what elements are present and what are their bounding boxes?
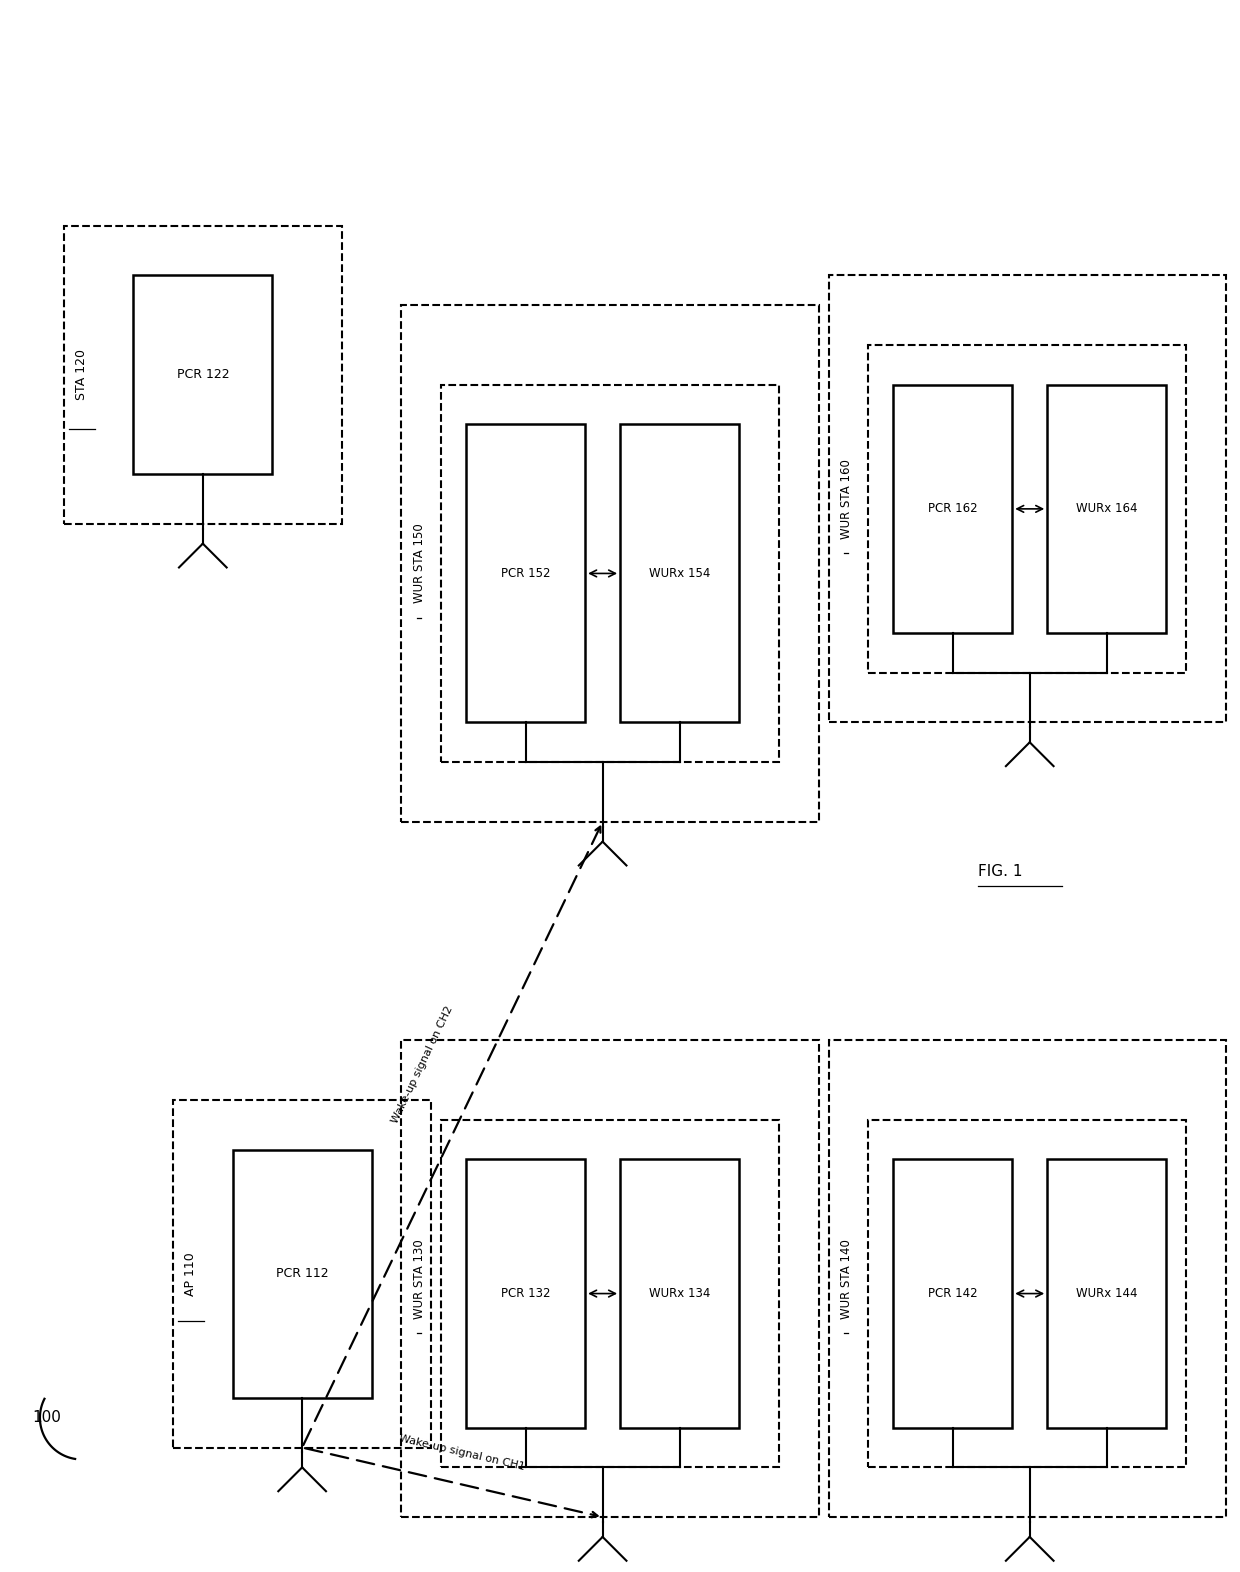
Bar	[466, 1160, 585, 1427]
Bar	[893, 1160, 1012, 1427]
Text: PCR 132: PCR 132	[501, 1287, 551, 1300]
Text: Wake-up signal on CH1: Wake-up signal on CH1	[398, 1434, 526, 1473]
Bar	[133, 275, 273, 475]
Text: WUR STA 130: WUR STA 130	[413, 1239, 425, 1319]
Bar	[441, 1119, 779, 1467]
Bar	[1047, 1160, 1167, 1427]
Text: WURx 144: WURx 144	[1076, 1287, 1137, 1300]
Text: PCR 112: PCR 112	[275, 1267, 329, 1280]
Bar	[828, 275, 1226, 723]
Text: WURx 134: WURx 134	[649, 1287, 711, 1300]
Text: WURx 164: WURx 164	[1076, 503, 1137, 516]
Bar	[402, 305, 818, 822]
Text: WUR STA 160: WUR STA 160	[839, 459, 853, 539]
Bar	[63, 226, 342, 523]
Text: PCR 142: PCR 142	[928, 1287, 977, 1300]
Bar	[441, 385, 779, 762]
Text: PCR 162: PCR 162	[928, 503, 977, 516]
Bar	[620, 424, 739, 723]
Text: WUR STA 150: WUR STA 150	[413, 523, 425, 604]
Text: FIG. 1: FIG. 1	[977, 865, 1022, 879]
Bar	[868, 344, 1187, 673]
Text: PCR 152: PCR 152	[501, 567, 551, 580]
Text: STA 120: STA 120	[76, 349, 88, 401]
Bar	[893, 385, 1012, 634]
Bar	[868, 1119, 1187, 1467]
Bar	[402, 1041, 818, 1517]
Text: AP 110: AP 110	[185, 1251, 197, 1295]
Text: WURx 154: WURx 154	[649, 567, 711, 580]
Text: Wake-up signal on CH2: Wake-up signal on CH2	[391, 1005, 455, 1124]
Text: 100: 100	[32, 1410, 61, 1426]
Bar	[466, 424, 585, 723]
Bar	[174, 1100, 432, 1448]
Bar	[233, 1149, 372, 1398]
Bar	[1047, 385, 1167, 634]
Text: PCR 122: PCR 122	[176, 368, 229, 382]
Bar	[828, 1041, 1226, 1517]
Bar	[620, 1160, 739, 1427]
Text: WUR STA 140: WUR STA 140	[839, 1239, 853, 1319]
